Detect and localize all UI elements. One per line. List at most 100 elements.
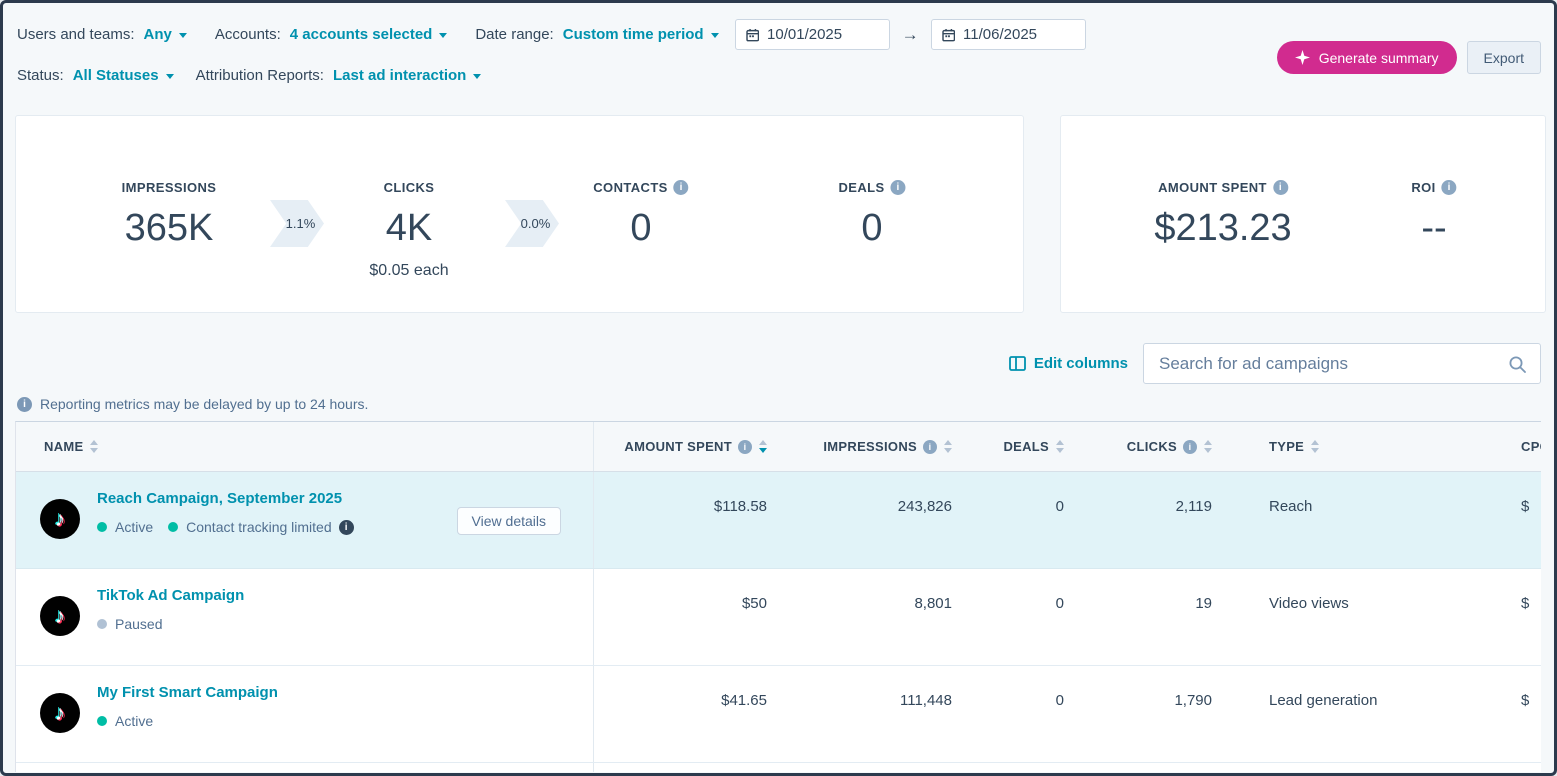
column-header-deals[interactable]: DEALS (954, 422, 1066, 471)
info-icon[interactable]: i (890, 180, 906, 195)
chevron-down-icon (710, 33, 719, 38)
generate-summary-button[interactable]: Generate summary (1276, 41, 1457, 74)
accounts-label: Accounts: (214, 26, 281, 43)
status-dropdown[interactable]: All Statuses (73, 67, 174, 84)
info-icon[interactable]: i (338, 519, 354, 535)
view-details-button[interactable]: View details (456, 507, 561, 535)
status-badge: Active (115, 713, 154, 729)
info-icon[interactable]: i (1441, 180, 1457, 195)
campaign-name-link[interactable]: Reach Campaign, September 2025 (97, 490, 343, 507)
tracking-badge: Contact tracking limited (186, 519, 332, 535)
table-header-row: NAME AMOUNT SPENT i IMPRESSIONS i DEALS … (16, 422, 1541, 472)
cell-impressions: 8,801 (914, 595, 952, 612)
cell-amount-spent: $118.58 (713, 498, 767, 515)
status-active-dot (97, 522, 107, 532)
sort-icon (1311, 440, 1320, 453)
sort-icon (944, 440, 952, 453)
clicks-value: 4K (385, 207, 433, 249)
cell-cpc: $ (1521, 498, 1530, 515)
column-header-impressions[interactable]: IMPRESSIONS i (769, 422, 954, 471)
cell-type: Video views (1269, 595, 1349, 612)
sparkle-icon (1294, 50, 1310, 65)
contacts-value: 0 (630, 207, 652, 249)
campaign-name-link[interactable]: My First Smart Campaign (97, 684, 278, 701)
cell-name: ♪ My First Smart Campaign Active (16, 666, 594, 762)
info-icon: i (17, 396, 32, 412)
tiktok-icon: ♪ (40, 596, 80, 636)
status-badge: Active (115, 519, 154, 535)
end-date-field (930, 19, 1086, 50)
columns-icon (1008, 356, 1026, 371)
clicks-to-contacts-rate: 0.0% (505, 200, 559, 247)
column-header-amount-spent[interactable]: AMOUNT SPENT i (594, 422, 769, 471)
amount-spent-metric: AMOUNT SPENT i $213.23 (1154, 180, 1292, 249)
accounts-dropdown[interactable]: 4 accounts selected (290, 26, 448, 43)
cell-deals: 0 (1055, 692, 1064, 709)
spend-metrics-card: AMOUNT SPENT i $213.23 ROI i -- (1060, 115, 1546, 313)
cell-type: Reach (1269, 498, 1313, 515)
cell-amount-spent: $50 (741, 595, 767, 612)
end-date-input[interactable] (963, 26, 1077, 43)
cell-deals: 0 (1055, 595, 1064, 612)
attribution-label: Attribution Reports: (195, 67, 324, 84)
filter-row-1: Users and teams: Any Accounts: 4 account… (17, 19, 1086, 50)
cell-clicks: 1,790 (1174, 692, 1212, 709)
cell-amount-spent: $41.65 (721, 692, 767, 709)
roi-metric: ROI i -- (1411, 180, 1457, 250)
chevron-down-icon (178, 33, 187, 38)
calendar-icon[interactable] (941, 27, 955, 43)
arrow-right-icon: → (901, 24, 919, 44)
table-controls: Edit columns (1008, 343, 1541, 384)
campaign-row[interactable]: ♪ Reach Campaign, September 2025 Active … (16, 472, 1541, 569)
column-header-name[interactable]: NAME (16, 422, 594, 471)
info-icon: i (923, 439, 937, 454)
cell-impressions: 243,826 (897, 498, 952, 515)
status-active-dot (97, 716, 107, 726)
column-header-cpc[interactable]: CPC (1521, 439, 1541, 454)
column-header-type[interactable]: TYPE (1214, 422, 1469, 471)
info-icon[interactable]: i (673, 180, 689, 195)
status-paused-dot (97, 619, 107, 629)
filter-bar: Users and teams: Any Accounts: 4 account… (17, 19, 1086, 84)
search-input[interactable] (1144, 353, 1540, 374)
edit-columns-button[interactable]: Edit columns (1008, 355, 1128, 372)
status-label: Status: (17, 67, 64, 84)
users-teams-label: Users and teams: (17, 26, 135, 43)
cell-cpc: $ (1521, 692, 1530, 709)
search-icon (1509, 356, 1526, 373)
tiktok-icon: ♪ (40, 693, 80, 733)
campaign-row[interactable]: ♪ My First Smart Campaign Active $41.65 … (16, 666, 1541, 763)
users-teams-dropdown[interactable]: Any (144, 26, 187, 43)
campaign-name-link[interactable]: TikTok Ad Campaign (97, 587, 245, 604)
export-button[interactable]: Export (1466, 41, 1541, 74)
column-header-clicks[interactable]: CLICKS i (1066, 422, 1214, 471)
calendar-icon[interactable] (745, 27, 759, 43)
impressions-value: 365K (124, 207, 214, 249)
status-badge: Paused (115, 616, 163, 632)
info-icon: i (1183, 439, 1197, 454)
deals-metric: DEALS i 0 (838, 180, 906, 250)
cell-impressions: 111,448 (900, 692, 952, 709)
attribution-dropdown[interactable]: Last ad interaction (333, 67, 482, 84)
start-date-input[interactable] (767, 26, 881, 43)
tiktok-icon: ♪ (40, 499, 80, 539)
clipped-row (16, 763, 1541, 772)
cell-clicks: 19 (1195, 595, 1212, 612)
cell-name: ♪ Reach Campaign, September 2025 Active … (16, 472, 594, 568)
sort-icon (1204, 440, 1212, 453)
campaign-search (1143, 343, 1541, 384)
info-icon[interactable]: i (1272, 180, 1288, 195)
cell-cpc: $ (1521, 595, 1530, 612)
campaign-row[interactable]: ♪ TikTok Ad Campaign Paused $50 8,801 0 … (16, 569, 1541, 666)
funnel-metrics-card: IMPRESSIONS 365K 1.1% CLICKS 4K $0.05 ea… (15, 115, 1024, 313)
date-range-dropdown[interactable]: Custom time period (563, 26, 719, 43)
sort-desc-icon (759, 440, 767, 453)
reporting-delay-notice: i Reporting metrics may be delayed by up… (17, 396, 368, 412)
status-active-dot (168, 522, 179, 532)
start-date-field (734, 19, 890, 50)
impressions-metric: IMPRESSIONS 365K (121, 180, 217, 249)
impressions-to-clicks-rate: 1.1% (270, 200, 324, 247)
chevron-down-icon (439, 33, 448, 38)
amount-spent-value: $213.23 (1154, 207, 1292, 249)
